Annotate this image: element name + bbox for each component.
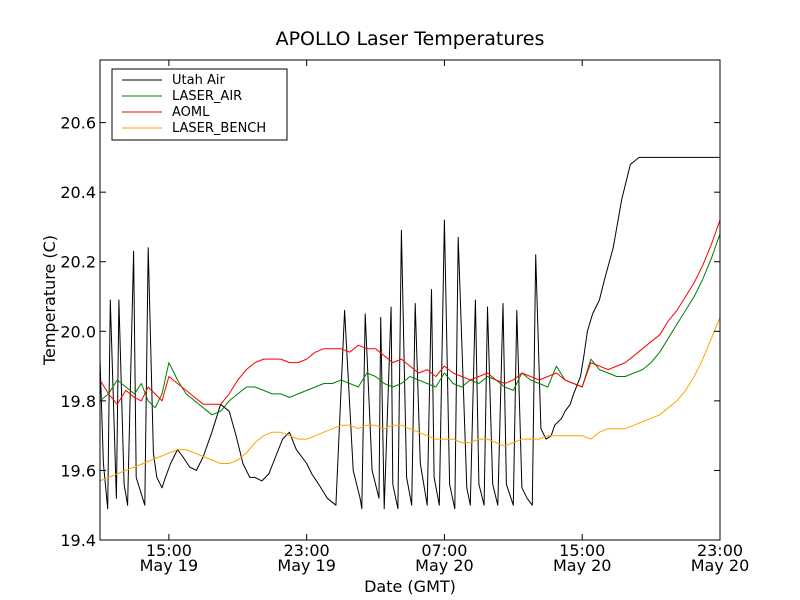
x-tick-label-date: May 19 <box>140 556 199 575</box>
plot-frame <box>99 59 721 541</box>
chart-title: APOLLO Laser Temperatures <box>276 28 545 50</box>
series-group <box>99 156 721 510</box>
x-tick-label-time: 23:00 <box>284 541 330 560</box>
legend-label-aoml: AOML <box>172 105 210 120</box>
x-tick-label-time: 23:00 <box>697 541 743 560</box>
x-tick-label-date: May 19 <box>277 556 336 575</box>
x-tick-label-date: May 20 <box>691 556 750 575</box>
y-axis-label: Temperature (C) <box>40 235 59 366</box>
y-axis: 19.4 19.6 19.8 20.0 20.2 20.4 20.6 <box>60 114 720 550</box>
x-tick-label-time: 15:00 <box>559 541 605 560</box>
y-tick-label: 20.6 <box>60 114 96 133</box>
x-tick-label-date: May 20 <box>553 556 612 575</box>
x-axis-label: Date (GMT) <box>364 577 456 596</box>
legend-label-utah-air: Utah Air <box>172 73 225 88</box>
y-tick-label: 20.2 <box>60 253 96 272</box>
x-tick-label-time: 07:00 <box>421 541 467 560</box>
series-line-laser-bench <box>99 317 721 482</box>
x-tick-label-date: May 20 <box>415 556 474 575</box>
y-tick-label: 20.4 <box>60 183 96 202</box>
legend-label-laser-bench: LASER_BENCH <box>172 121 266 136</box>
y-tick-label: 19.6 <box>60 461 96 480</box>
y-tick-label: 20.0 <box>60 322 96 341</box>
series-line-laser-air <box>99 233 721 416</box>
series-line-utah-air <box>99 156 720 510</box>
y-tick-label: 19.4 <box>60 531 96 550</box>
series-line-aoml <box>99 219 721 405</box>
x-tick-label-time: 15:00 <box>146 541 192 560</box>
legend-label-laser-air: LASER_AIR <box>172 89 242 104</box>
y-tick-label: 19.8 <box>60 392 96 411</box>
